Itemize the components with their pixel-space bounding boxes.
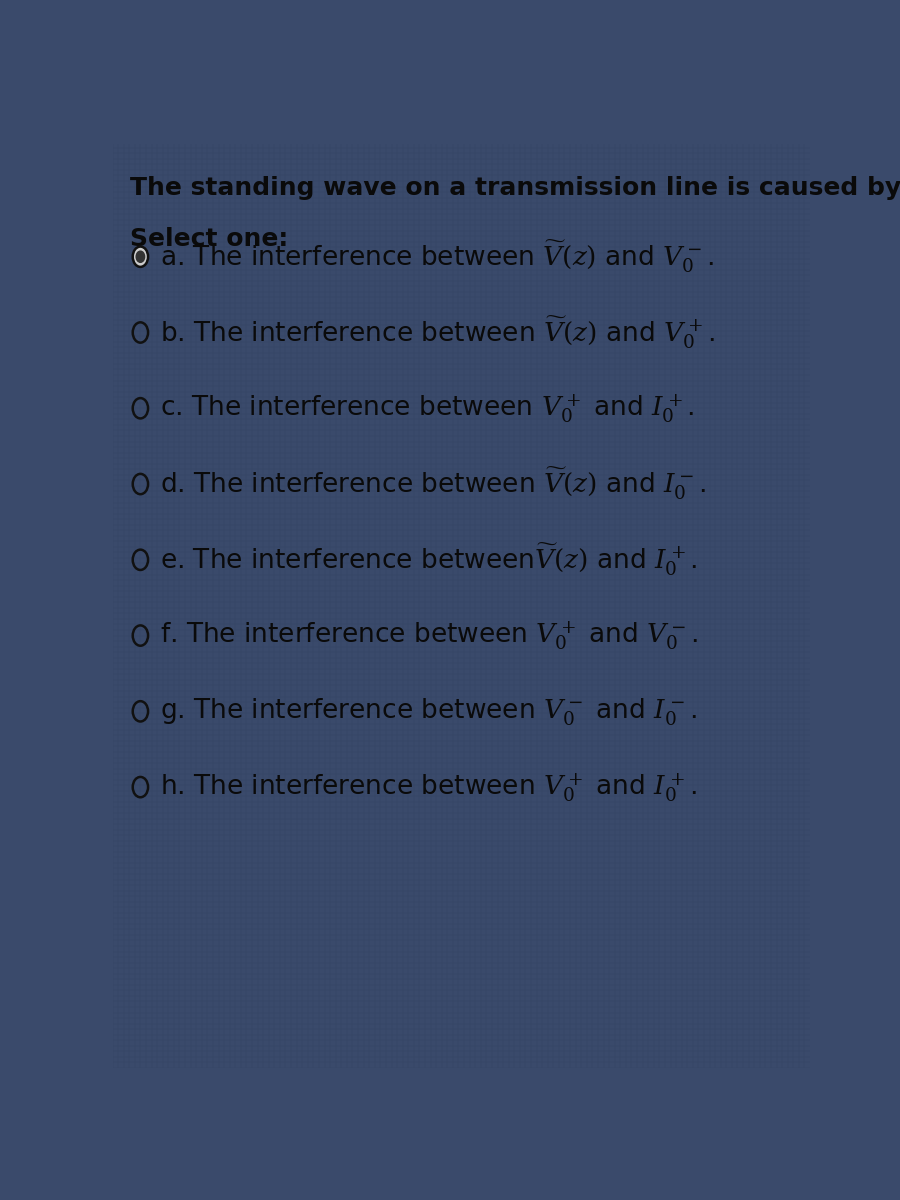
Text: Select one:: Select one:: [130, 227, 288, 251]
Text: h. The interference between $V_0^+$ and $I_0^+$.: h. The interference between $V_0^+$ and …: [160, 770, 697, 804]
Text: The standing wave on a transmission line is caused by:: The standing wave on a transmission line…: [130, 176, 900, 200]
Text: f. The interference between $V_0^+$ and $V_0^-$.: f. The interference between $V_0^+$ and …: [160, 619, 698, 652]
Text: c. The interference between $V_0^+$ and $I_0^+$.: c. The interference between $V_0^+$ and …: [160, 392, 695, 425]
Text: e. The interference between$\widetilde{V}(z)$ and $I_0^+$.: e. The interference between$\widetilde{V…: [160, 541, 698, 578]
Text: a. The interference between $\widetilde{V}(z)$ and $V_0^-$.: a. The interference between $\widetilde{…: [160, 239, 715, 275]
Circle shape: [132, 246, 148, 266]
Text: b. The interference between $\widetilde{V}(z)$ and $V_0^+$.: b. The interference between $\widetilde{…: [160, 314, 715, 350]
Circle shape: [136, 251, 145, 263]
Text: d. The interference between $\widetilde{V}(z)$ and $I_0^-$.: d. The interference between $\widetilde{…: [160, 466, 706, 503]
Text: g. The interference between $V_0^-$ and $I_0^-$.: g. The interference between $V_0^-$ and …: [160, 696, 697, 727]
